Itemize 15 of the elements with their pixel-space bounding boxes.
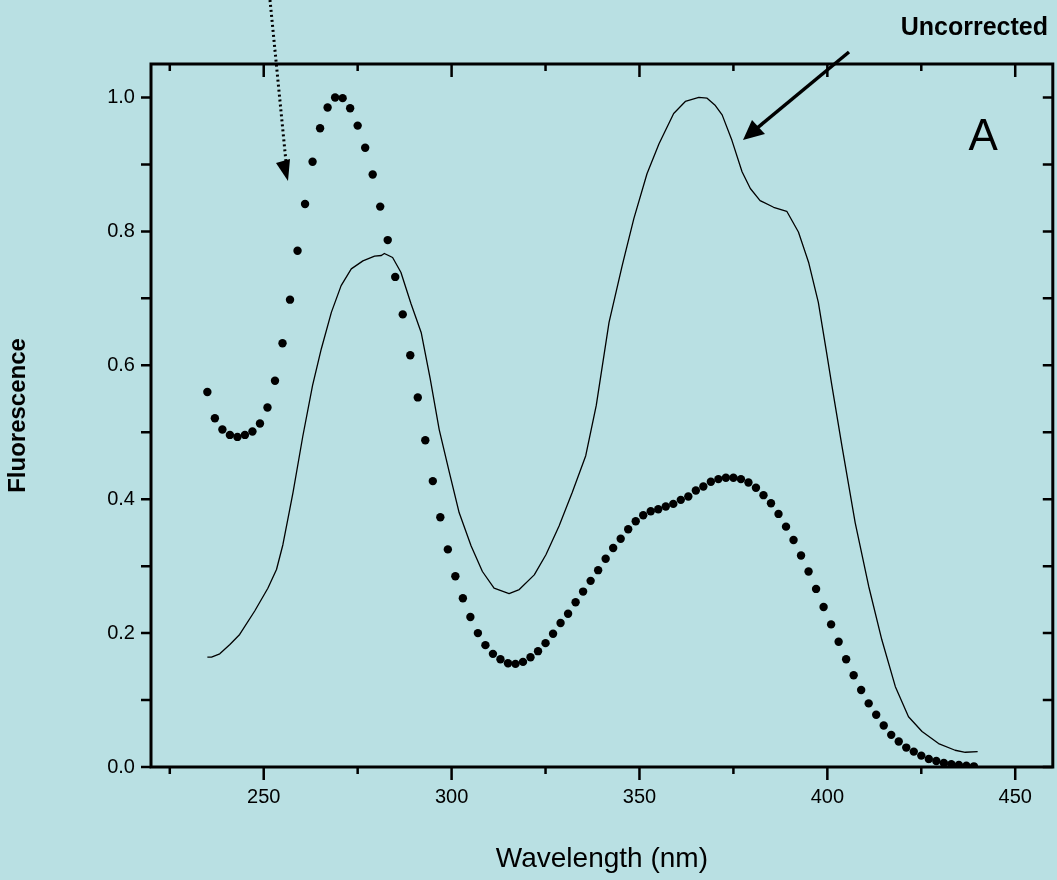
x-axis-title: Wavelength (nm) — [495, 841, 708, 873]
text: Uncorrected — [900, 11, 1048, 40]
y-tick-label: 0.6 — [107, 352, 135, 375]
x-tick-label: 300 — [434, 784, 469, 807]
y-tick-label: 0.4 — [107, 486, 135, 509]
y-tick-label: 0.2 — [107, 620, 135, 643]
x-tick-label: 250 — [247, 784, 281, 807]
x-tick-label: 350 — [622, 784, 657, 807]
x-tick-label: 400 — [810, 784, 845, 807]
x-tick-label: 450 — [998, 784, 1032, 807]
y-axis-title: Fluorescence — [3, 338, 31, 493]
y-tick-label: 0.0 — [107, 754, 135, 777]
y-tick-label: 1.0 — [107, 84, 135, 107]
y-tick-label: 0.8 — [107, 218, 135, 241]
annotation: A — [968, 110, 999, 160]
